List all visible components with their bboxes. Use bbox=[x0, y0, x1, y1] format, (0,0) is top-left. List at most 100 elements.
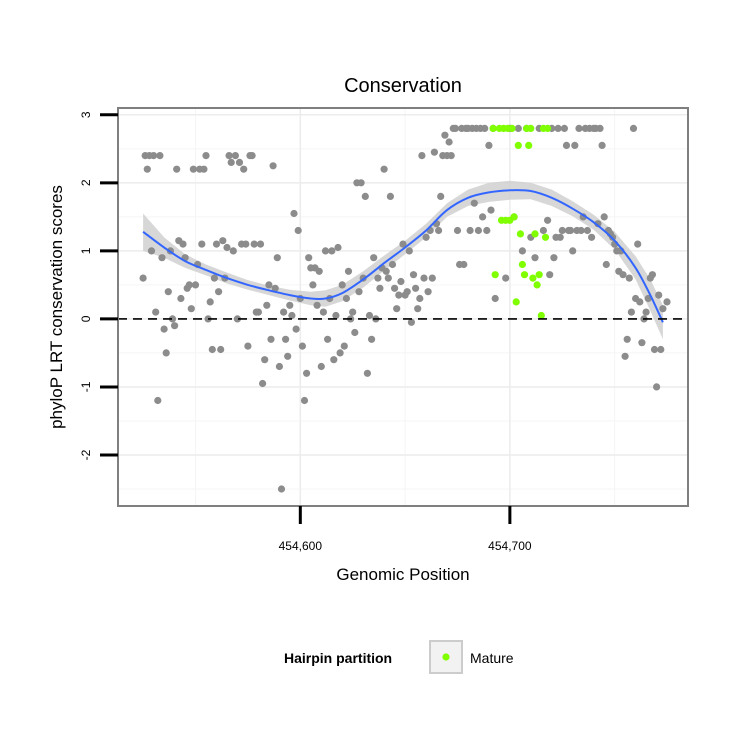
data-point bbox=[428, 274, 436, 282]
data-point bbox=[342, 294, 350, 303]
data-point bbox=[288, 311, 296, 320]
data-point bbox=[384, 274, 392, 282]
panel-background bbox=[118, 108, 688, 506]
data-point bbox=[554, 124, 562, 132]
data-point bbox=[254, 308, 262, 316]
data-point bbox=[414, 305, 422, 313]
data-point bbox=[168, 315, 177, 323]
data-point bbox=[386, 192, 394, 200]
data-point bbox=[479, 213, 487, 221]
mature-point bbox=[489, 124, 497, 132]
data-point bbox=[403, 288, 411, 296]
data-point bbox=[627, 308, 636, 316]
data-point bbox=[474, 226, 482, 235]
data-point bbox=[600, 213, 608, 221]
legend-key-mature-point bbox=[442, 653, 450, 661]
data-point bbox=[150, 152, 158, 160]
data-point bbox=[277, 485, 286, 493]
data-point bbox=[409, 271, 418, 279]
data-point bbox=[544, 216, 552, 224]
data-point bbox=[445, 138, 453, 146]
data-point bbox=[395, 291, 403, 299]
data-point bbox=[219, 237, 227, 245]
data-point bbox=[363, 369, 371, 377]
data-point bbox=[179, 240, 187, 248]
data-point bbox=[653, 383, 661, 391]
data-point bbox=[256, 240, 265, 248]
mature-point bbox=[525, 141, 533, 149]
data-point bbox=[625, 274, 633, 282]
legend-label-mature: Mature bbox=[470, 650, 514, 666]
data-point bbox=[370, 254, 378, 262]
data-point bbox=[336, 349, 344, 357]
data-point bbox=[598, 141, 606, 149]
data-point bbox=[596, 124, 604, 132]
data-point bbox=[173, 165, 181, 173]
data-point bbox=[569, 247, 577, 255]
data-point bbox=[453, 226, 462, 235]
data-point bbox=[397, 277, 405, 286]
data-point bbox=[319, 308, 327, 316]
data-point bbox=[575, 124, 583, 132]
data-point bbox=[344, 267, 353, 275]
mature-point bbox=[512, 298, 520, 306]
data-point bbox=[240, 165, 248, 173]
data-point bbox=[250, 240, 258, 248]
legend-title: Hairpin partition bbox=[284, 650, 392, 666]
data-point bbox=[550, 254, 558, 262]
data-point bbox=[470, 199, 478, 207]
y-tick-label: -1 bbox=[79, 381, 93, 392]
data-point bbox=[491, 294, 499, 303]
data-point bbox=[332, 311, 340, 320]
mature-point bbox=[531, 230, 539, 238]
data-point bbox=[200, 165, 208, 173]
data-point bbox=[539, 226, 548, 235]
data-point bbox=[376, 284, 384, 292]
data-point bbox=[143, 165, 151, 173]
data-point bbox=[407, 318, 415, 326]
data-point bbox=[340, 342, 348, 350]
data-point bbox=[328, 247, 336, 255]
data-point bbox=[435, 226, 443, 235]
data-point bbox=[368, 335, 376, 343]
data-point bbox=[215, 288, 223, 296]
data-point bbox=[447, 152, 455, 160]
data-point bbox=[460, 260, 468, 269]
data-point bbox=[355, 288, 363, 296]
data-point bbox=[292, 325, 300, 333]
data-point bbox=[259, 379, 267, 388]
data-point bbox=[577, 226, 585, 235]
mature-point bbox=[514, 141, 522, 149]
data-point bbox=[187, 305, 195, 313]
data-point bbox=[156, 152, 164, 160]
data-point bbox=[315, 267, 323, 275]
y-axis-title: phyloP LRT conservation scores bbox=[47, 185, 66, 429]
data-point bbox=[321, 247, 330, 255]
data-point bbox=[636, 298, 644, 306]
data-point bbox=[290, 209, 298, 218]
data-point bbox=[388, 260, 397, 269]
data-point bbox=[298, 342, 306, 350]
mature-point bbox=[516, 230, 525, 238]
mature-point bbox=[544, 124, 552, 132]
data-point bbox=[560, 124, 569, 132]
mature-point bbox=[533, 281, 541, 289]
data-point bbox=[412, 284, 420, 292]
data-point bbox=[502, 274, 510, 282]
data-point bbox=[357, 179, 365, 187]
data-point bbox=[305, 254, 313, 262]
data-point bbox=[338, 281, 346, 289]
data-point bbox=[642, 308, 650, 316]
data-point bbox=[317, 362, 325, 371]
data-point bbox=[286, 301, 294, 309]
smooth-line-layer bbox=[142, 189, 664, 323]
data-point bbox=[374, 274, 382, 282]
data-point bbox=[210, 274, 218, 282]
data-point bbox=[619, 271, 627, 279]
y-tick-label: 2 bbox=[79, 179, 93, 186]
data-point bbox=[265, 281, 273, 289]
data-point bbox=[275, 362, 283, 371]
y-axis: -2 -1 0 1 2 3 bbox=[79, 111, 118, 460]
mature-point bbox=[518, 260, 527, 269]
